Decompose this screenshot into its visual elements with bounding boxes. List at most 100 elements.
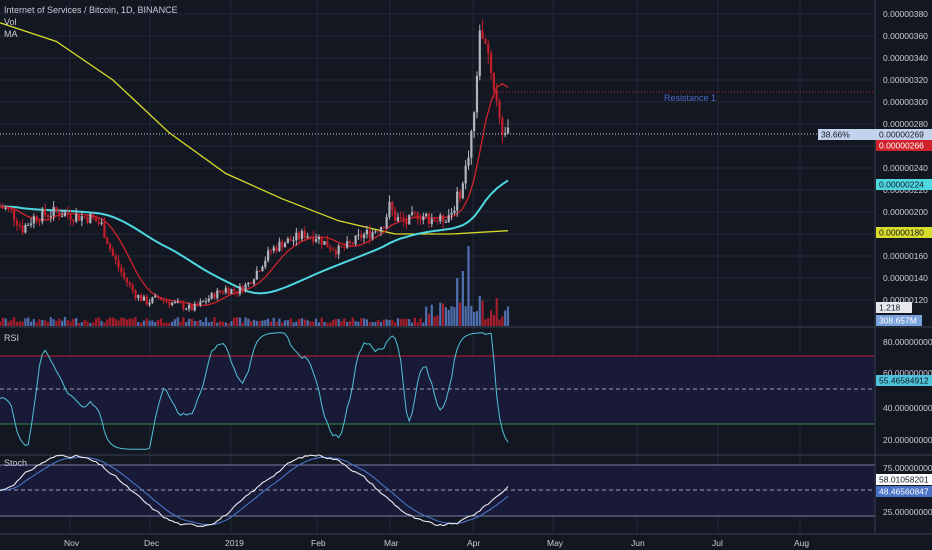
indicator-vol-label[interactable]: Vol xyxy=(4,17,17,27)
volume-bar xyxy=(168,322,171,326)
candle-body xyxy=(176,301,179,303)
candle-body xyxy=(343,246,346,248)
rsi-title[interactable]: RSI xyxy=(4,333,19,343)
candle-body xyxy=(425,213,428,217)
volume-bar xyxy=(261,320,264,326)
candle-body xyxy=(402,217,405,221)
candle-body xyxy=(185,308,188,310)
volume-bar xyxy=(351,317,354,326)
candle-body xyxy=(137,295,140,299)
candle-body xyxy=(106,237,109,245)
candle-body xyxy=(487,43,490,54)
volume-bar xyxy=(148,320,151,326)
price-tick: 0.00000360 xyxy=(883,31,928,41)
volume-bar xyxy=(388,319,391,326)
last-price-badge-bg xyxy=(876,129,932,140)
time-axis[interactable]: Nov Dec 2019 Feb Mar Apr May Jun Jul Aug xyxy=(64,538,809,548)
volume-bar xyxy=(162,322,165,326)
volume-bar xyxy=(334,318,337,326)
candle-body xyxy=(357,234,360,236)
rsi-axis[interactable]: 80.00000000 60.00000000 40.00000000 20.0… xyxy=(883,337,932,445)
volume-bar xyxy=(492,315,495,326)
candle-body xyxy=(24,225,27,233)
ma-yellow-line xyxy=(0,22,509,235)
candle-body xyxy=(267,250,270,261)
volume-bar xyxy=(295,321,298,326)
time-label-may: May xyxy=(547,538,564,548)
candle-body xyxy=(261,266,264,272)
candle-body xyxy=(190,304,194,311)
candle-body xyxy=(168,301,171,306)
price-tick: 0.00000300 xyxy=(883,97,928,107)
candle-body xyxy=(314,239,318,242)
indicator-ma-label[interactable]: MA xyxy=(4,29,18,39)
volume-bars xyxy=(0,246,510,326)
volume-bar xyxy=(320,317,323,326)
candle-body xyxy=(117,259,120,268)
candle-body xyxy=(35,216,38,222)
volume-bar xyxy=(487,318,490,326)
volume-bar xyxy=(394,322,397,326)
volume-bar xyxy=(27,317,30,326)
volume-bar xyxy=(278,318,281,326)
volume-bar xyxy=(300,318,304,326)
volume-bar xyxy=(213,317,216,326)
volume-bar xyxy=(210,321,213,326)
volume-bar xyxy=(52,319,55,326)
candle-body xyxy=(272,247,275,251)
candle-body xyxy=(199,301,202,306)
candle-body xyxy=(447,215,450,222)
volume-bar xyxy=(4,318,7,326)
time-label-jun: Jun xyxy=(631,538,645,548)
volume-bar xyxy=(117,320,120,326)
candle-body xyxy=(360,234,363,239)
volume-bar xyxy=(190,318,194,326)
candle-body xyxy=(365,230,368,235)
volume-bar xyxy=(140,322,143,326)
volume-bar xyxy=(185,322,188,326)
stoch-d-badge: 48.46560847 xyxy=(879,487,929,497)
candle-body xyxy=(162,300,165,302)
candle-body xyxy=(13,209,16,221)
candle-body xyxy=(38,221,41,223)
volume-bar xyxy=(506,306,510,326)
volume-bar xyxy=(35,322,38,326)
candle-body xyxy=(278,241,281,252)
volume-bar xyxy=(1,317,4,326)
candle-body xyxy=(134,290,137,299)
candle-body xyxy=(10,208,13,210)
candle-body xyxy=(142,296,146,301)
candle-body xyxy=(182,303,185,310)
candle-body xyxy=(58,211,61,217)
candle-body xyxy=(317,236,321,240)
candle-body xyxy=(289,238,292,241)
candle-body xyxy=(145,296,148,305)
rsi-badge: 55.46584912 xyxy=(879,376,929,386)
volume-bar xyxy=(49,317,52,326)
stoch-axis[interactable]: 75.00000000 25.00000000 xyxy=(883,463,932,517)
volume-bar xyxy=(77,322,81,326)
volume-bar xyxy=(441,303,445,326)
volume-bar xyxy=(94,318,98,326)
candle-body xyxy=(210,293,213,299)
stoch-title[interactable]: Stoch xyxy=(4,458,27,468)
candle-body xyxy=(326,241,329,248)
candle-body xyxy=(504,133,507,135)
candle-body xyxy=(69,214,72,220)
candle-body xyxy=(388,201,391,217)
candle-body xyxy=(433,219,436,222)
candle-body xyxy=(368,230,371,239)
volume-bar xyxy=(267,318,270,326)
volume-bar xyxy=(128,318,131,326)
volume-bar xyxy=(391,319,394,326)
resistance-label: Resistance 1 xyxy=(664,93,716,103)
volume-bar xyxy=(120,317,123,326)
volume-bar xyxy=(15,321,19,326)
volume-bar xyxy=(255,320,258,326)
volume-bar xyxy=(224,322,227,326)
candle-body xyxy=(151,297,154,303)
candle-body xyxy=(473,112,476,132)
volume-bar xyxy=(467,246,470,326)
candle-body xyxy=(470,131,473,158)
